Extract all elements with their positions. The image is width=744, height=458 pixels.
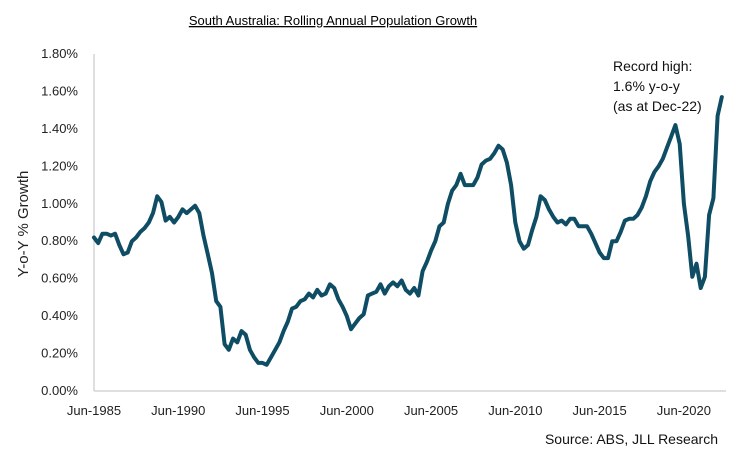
y-tick-label: 1.00% xyxy=(41,196,78,211)
y-axis-label: Y-o-Y % Growth xyxy=(15,171,32,278)
annotation-line: Record high: xyxy=(613,58,692,74)
y-tick-label: 0.60% xyxy=(41,271,78,286)
y-tick-label: 1.80% xyxy=(41,46,78,61)
x-tick-labels: Jun-1985 Jun-1990 Jun-1995 Jun-2000 Jun-2005… xyxy=(67,403,711,418)
annotation-line: (as at Dec-22) xyxy=(613,98,702,114)
x-tick-label: Jun-2015 xyxy=(572,403,626,418)
x-tick-label: Jun-1990 xyxy=(151,403,205,418)
x-tick-label: Jun-2000 xyxy=(320,403,374,418)
y-tick-labels: 0.00% 0.20% 0.40% 0.60% 0.80% 1.00% 1.20% 1.40%… xyxy=(41,46,78,398)
y-tick-label: 1.40% xyxy=(41,121,78,136)
y-tick-label: 0.20% xyxy=(41,346,78,361)
x-tick-label: Jun-2010 xyxy=(488,403,542,418)
y-tick-label: 1.60% xyxy=(41,83,78,98)
source-note: Source: ABS, JLL Research xyxy=(545,431,718,447)
annotation-line: 1.6% y-o-y xyxy=(613,78,680,94)
x-tick-label: Jun-1995 xyxy=(235,403,289,418)
y-tick-label: 0.40% xyxy=(41,308,78,323)
x-tick-label: Jun-2020 xyxy=(657,403,711,418)
x-tick-label: Jun-1985 xyxy=(67,403,121,418)
chart-title: South Australia: Rolling Annual Populati… xyxy=(189,13,477,28)
record-high-annotation: Record high: 1.6% y-o-y (as at Dec-22) xyxy=(613,58,702,114)
y-tick-label: 0.00% xyxy=(41,383,78,398)
x-tick-label: Jun-2005 xyxy=(404,403,458,418)
y-tick-label: 0.80% xyxy=(41,233,78,248)
population-growth-line xyxy=(92,95,724,367)
y-tick-label: 1.20% xyxy=(41,158,78,173)
